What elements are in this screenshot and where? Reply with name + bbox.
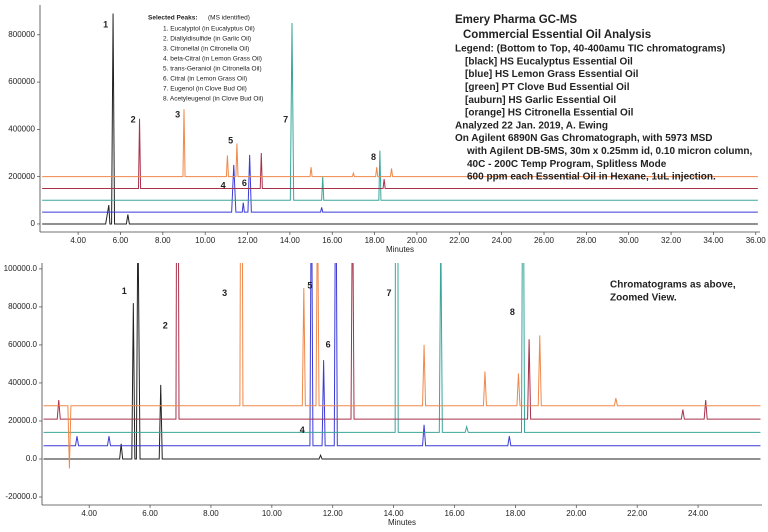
x-tick-label: 28.00	[576, 236, 597, 245]
y-tick-label: 0.0	[26, 454, 38, 463]
peak-label: 6	[242, 178, 247, 188]
y-tick-label: 80000.0	[8, 302, 37, 311]
chromatogram-trace	[43, 263, 761, 433]
x-tick-label: 20.00	[407, 236, 428, 245]
x-tick-label: 34.00	[703, 236, 724, 245]
y-tick-label: -20000.0	[5, 492, 37, 501]
peak-label: 1	[103, 20, 108, 30]
x-tick-label: 16.00	[445, 509, 466, 518]
peak-label: 2	[163, 320, 168, 330]
peak-list-item: 2. Diallyldisulfide (in Garlic Oil)	[163, 36, 251, 43]
info-line: 600 ppm each Essential Oil in Hexane, 1u…	[467, 172, 716, 183]
peak-list-item: 1. Eucalyptol (in Eucalyptus Oil)	[163, 26, 255, 33]
x-tick-label: 6.00	[113, 236, 129, 245]
x-tick-label: 24.00	[492, 236, 513, 245]
peak-label: 8	[510, 307, 515, 317]
chart-title: Emery Pharma GC-MS	[455, 14, 577, 26]
x-tick-label: 30.00	[619, 236, 640, 245]
x-tick-label: 12.00	[323, 509, 344, 518]
peak-label: 7	[283, 114, 288, 124]
chromatogram-trace	[42, 13, 758, 225]
peak-list-item: 3. Citronellal (in Citronella Oil)	[163, 46, 249, 53]
x-tick-label: 6.00	[142, 509, 158, 518]
x-axis-label: Minutes	[388, 518, 416, 527]
info-line: Zoomed View.	[610, 293, 677, 304]
x-tick-label: 10.00	[262, 509, 283, 518]
chromatogram-trace	[43, 263, 761, 469]
chromatogram-trace	[43, 263, 761, 420]
peak-label: 3	[175, 110, 180, 120]
x-tick-label: 26.00	[534, 236, 555, 245]
y-tick-label: 400000	[8, 124, 35, 133]
peak-list-item: 5. trans-Geraniol (in Citronella Oil)	[163, 66, 262, 73]
x-axis-label: Minutes	[386, 245, 414, 254]
chromatogram-trace	[42, 109, 758, 178]
y-tick-label: 800000	[8, 30, 35, 39]
y-tick-label: 20000.0	[8, 416, 37, 425]
y-tick-label: 200000	[8, 172, 35, 181]
plot-area	[42, 13, 758, 225]
peak-list-item: 4. beta-Citral (in Lemon Grass Oil)	[163, 56, 262, 63]
x-tick-label: 4.00	[81, 509, 97, 518]
chromatogram-trace	[42, 118, 758, 189]
peak-label: 5	[228, 136, 233, 146]
x-tick-label: 22.00	[449, 236, 470, 245]
peak-list-item: 7. Eugenol (in Clove Bud Oil)	[163, 86, 247, 93]
x-tick-label: 4.00	[70, 236, 86, 245]
y-tick-label: 40000.0	[8, 378, 37, 387]
x-tick-label: 20.00	[566, 509, 587, 518]
peak-label: 6	[326, 339, 331, 349]
x-tick-label: 18.00	[365, 236, 386, 245]
info-line: Legend: (Bottom to Top, 40-400amu TIC ch…	[455, 44, 725, 55]
info-line: Chromatograms as above,	[610, 280, 736, 291]
x-tick-label: 32.00	[661, 236, 682, 245]
info-line: [black] HS Eucalyptus Essential Oil	[465, 56, 633, 67]
peak-list-title: Selected Peaks:	[148, 15, 198, 22]
peak-list-note: (MS identified)	[208, 15, 250, 22]
peak-label: 4	[221, 181, 226, 191]
peak-label: 7	[387, 288, 392, 298]
info-line: Analyzed 22 Jan. 2019, A. Ewing	[455, 120, 608, 131]
x-tick-label: 14.00	[280, 236, 301, 245]
peak-label: 5	[307, 280, 312, 290]
peak-label: 3	[222, 288, 227, 298]
x-tick-label: 22.00	[627, 509, 648, 518]
chromatogram-trace	[43, 263, 761, 447]
chart-subtitle: Commercial Essential Oil Analysis	[463, 29, 651, 41]
peak-label: 4	[300, 425, 305, 435]
y-tick-label: 100000.0	[4, 264, 38, 273]
x-tick-label: 36.00	[746, 236, 767, 245]
info-line: [green] PT Clove Bud Essential Oil	[465, 82, 630, 93]
peak-label: 2	[131, 114, 136, 124]
info-line: [auburn] HS Garlic Essential Oil	[465, 95, 616, 106]
x-tick-label: 8.00	[203, 509, 219, 518]
x-tick-label: 8.00	[155, 236, 171, 245]
info-line: On Agilent 6890N Gas Chromatograph, with…	[455, 133, 712, 144]
peak-label: 1	[122, 286, 127, 296]
peak-list-item: 6. Citral (in Lemon Grass Oil)	[163, 76, 247, 83]
peak-label: 8	[371, 152, 376, 162]
y-tick-label: 600000	[8, 77, 35, 86]
x-tick-label: 18.00	[505, 509, 526, 518]
chromatogram-trace	[43, 263, 761, 460]
x-tick-label: 24.00	[688, 509, 709, 518]
peak-list-item: 8. Acetyleugenol (in Clove Bud Oil)	[163, 96, 263, 103]
y-tick-label: 60000.0	[8, 340, 37, 349]
y-tick-label: 0	[31, 219, 36, 228]
info-line: 40C - 200C Temp Program, Splitless Mode	[467, 159, 667, 170]
info-line: [blue] HS Lemon Grass Essential Oil	[465, 69, 639, 80]
plot-area	[43, 263, 761, 469]
x-tick-label: 14.00	[384, 509, 405, 518]
x-tick-label: 12.00	[238, 236, 259, 245]
x-tick-label: 10.00	[195, 236, 216, 245]
info-line: with Agilent DB-5MS, 30m x 0.25mm id, 0.…	[466, 146, 752, 157]
chromatogram-trace	[42, 154, 758, 213]
info-line: [orange] HS Citronella Essential Oil	[465, 108, 634, 119]
x-tick-label: 16.00	[322, 236, 343, 245]
